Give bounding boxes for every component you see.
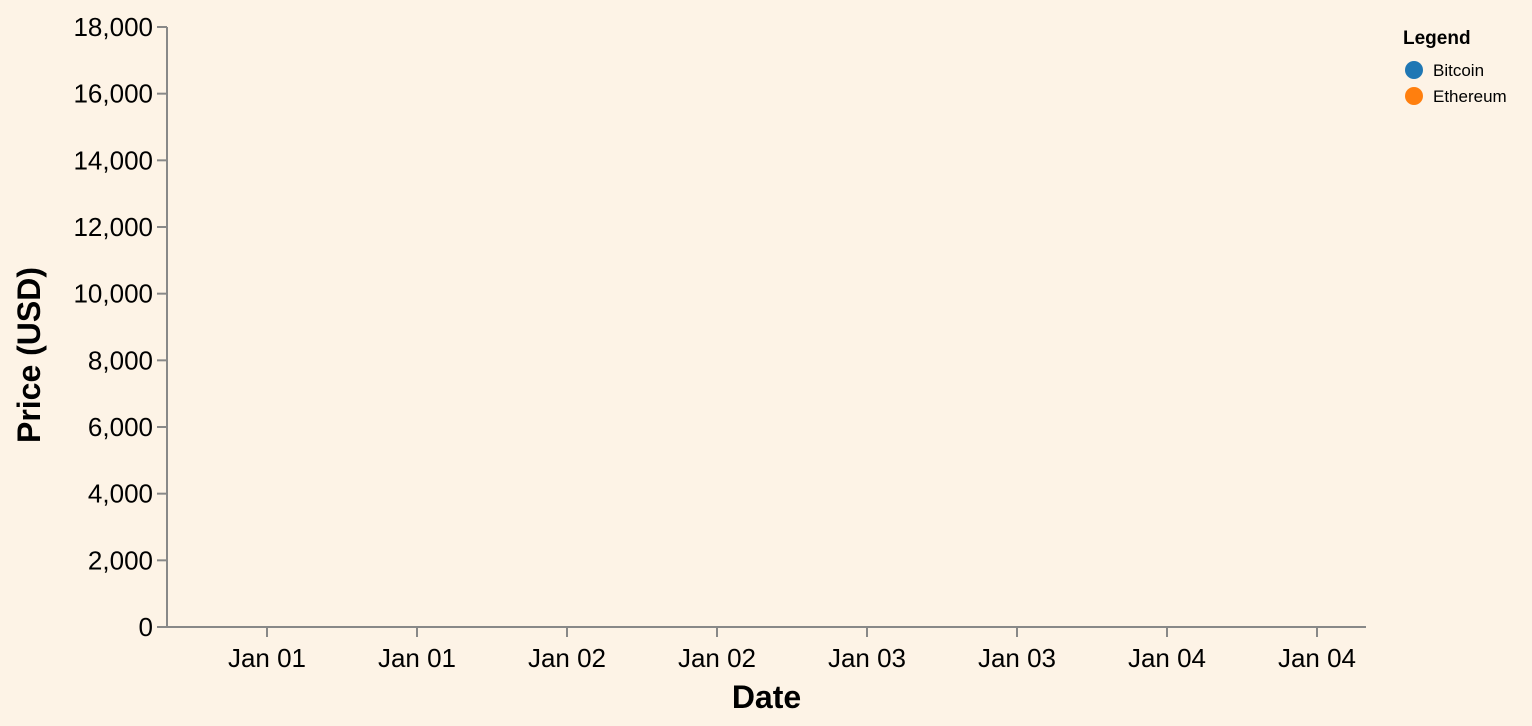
y-tick-label: 12,000 bbox=[73, 212, 153, 242]
legend-items: Bitcoin Ethereum bbox=[1405, 61, 1507, 106]
y-tick-label: 18,000 bbox=[73, 12, 153, 42]
x-tick-label: Jan 01 bbox=[228, 643, 306, 673]
x-tick-label: Jan 03 bbox=[978, 643, 1056, 673]
x-axis-title: Date bbox=[732, 679, 801, 715]
legend-label: Bitcoin bbox=[1433, 61, 1484, 80]
x-tick-label: Jan 02 bbox=[528, 643, 606, 673]
y-tick-label: 14,000 bbox=[73, 145, 153, 175]
y-tick-label: 16,000 bbox=[73, 79, 153, 109]
x-tick-label: Jan 04 bbox=[1128, 643, 1206, 673]
y-tick-label: 2,000 bbox=[88, 545, 153, 575]
y-tick-label: 4,000 bbox=[88, 479, 153, 509]
x-axis-ticks: Jan 01 Jan 01 Jan 02 Jan 02 Jan 03 Jan 03 Jan … bbox=[228, 627, 1356, 673]
legend: Legend Bitcoin Ethereum bbox=[1403, 28, 1507, 106]
x-tick-label: Jan 04 bbox=[1278, 643, 1356, 673]
y-tick-label: 6,000 bbox=[88, 412, 153, 442]
y-axis-ticks: 0 2,000 4,000 6,000 8,000 10,000 12,000 14,000 1… bbox=[73, 12, 167, 642]
y-axis-title: Price (USD) bbox=[11, 267, 47, 443]
x-tick-label: Jan 02 bbox=[678, 643, 756, 673]
legend-title: Legend bbox=[1403, 28, 1471, 49]
legend-label: Ethereum bbox=[1433, 87, 1507, 106]
legend-swatch bbox=[1405, 61, 1423, 79]
legend-swatch bbox=[1405, 87, 1423, 105]
x-tick-label: Jan 03 bbox=[828, 643, 906, 673]
y-tick-label: 10,000 bbox=[73, 279, 153, 309]
y-tick-label: 0 bbox=[139, 612, 153, 642]
y-tick-label: 8,000 bbox=[88, 345, 153, 375]
x-tick-label: Jan 01 bbox=[378, 643, 456, 673]
